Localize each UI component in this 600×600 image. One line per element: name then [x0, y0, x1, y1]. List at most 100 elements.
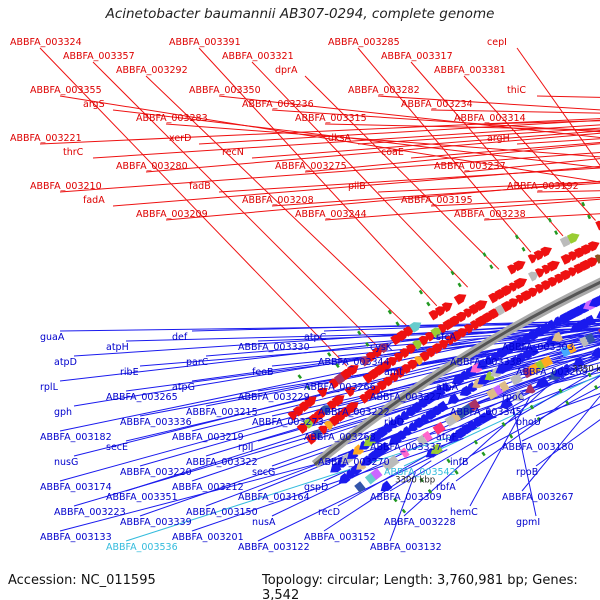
forward-gene-label: ABBFA_003283: [136, 113, 208, 124]
forward-gene-label: ABBFA_003236: [242, 99, 314, 110]
gc-skew-mark: [514, 234, 519, 240]
gc-skew-mark: [489, 264, 494, 270]
reverse-gene: [423, 408, 437, 420]
forward-gene-label: recN: [222, 147, 244, 158]
label-line: [218, 167, 600, 193]
reverse-gene-label: guaA: [40, 332, 65, 343]
label-line: [389, 366, 600, 442]
reverse-gene: [470, 362, 483, 373]
reverse-gene: [347, 448, 359, 459]
topology-label: Topology: circular; Length: 3,760,981 bp…: [262, 573, 578, 600]
reverse-gene: [407, 421, 418, 432]
forward-gene: [456, 311, 468, 323]
label-line: [191, 437, 464, 532]
label-line: [512, 406, 537, 517]
label-line: [39, 118, 600, 145]
reverse-gene: [588, 296, 600, 308]
gc-skew-mark: [581, 201, 586, 207]
forward-gene: [370, 468, 383, 480]
forward-gene: [428, 310, 441, 321]
reverse-gene-label: gspD: [304, 482, 328, 493]
reverse-gene: [381, 422, 393, 433]
forward-gene: [463, 324, 475, 334]
label-line: [324, 198, 600, 221]
label-line: [377, 181, 600, 193]
forward-gene-label: ABBFA_003321: [222, 51, 294, 62]
gc-skew-mark: [387, 309, 392, 315]
forward-gene-labels: ABBFA_003324ABBFA_003357ABBFA_003292ABBF…: [10, 37, 579, 220]
gc-skew-mark: [418, 289, 423, 295]
reverse-gene: [476, 358, 489, 369]
reverse-gene-label: rpoB: [516, 467, 538, 478]
label-line: [535, 419, 600, 467]
label-line: [125, 328, 600, 342]
forward-gene: [313, 409, 327, 421]
reverse-gene: [377, 441, 391, 454]
reverse-gene-label: nusG: [54, 457, 78, 468]
reverse-gene-label: ABBFA_003536: [106, 542, 178, 553]
gc-skew-mark: [401, 508, 407, 514]
reverse-gene: [465, 420, 478, 431]
gc-skew-mark: [457, 282, 462, 288]
label-line: [323, 319, 600, 332]
forward-gene-label: fadB: [189, 181, 211, 192]
reverse-gene: [349, 463, 363, 475]
forward-gene-label: ABBFA_003381: [434, 65, 506, 76]
reverse-gene: [447, 393, 460, 404]
reverse-gene-label: ABBFA_003309: [370, 492, 442, 503]
forward-gene-label: ABBFA_003280: [116, 161, 188, 172]
gc-skew-mark: [327, 352, 332, 357]
forward-gene-label: ABBFA_003234: [401, 99, 473, 110]
forward-gene: [409, 322, 422, 333]
forward-gene: [287, 411, 298, 421]
forward-gene-label: ABBFA_003282: [348, 85, 420, 96]
label-line: [165, 180, 600, 221]
reverse-gene-label: ABBFA_003220: [120, 467, 192, 478]
forward-gene: [382, 459, 394, 472]
reverse-gene: [363, 435, 376, 447]
reverse-gene: [340, 452, 354, 465]
reverse-gene-label: rbfA: [436, 482, 456, 493]
reverse-gene: [401, 426, 413, 436]
forward-gene: [407, 359, 419, 370]
forward-gene: [434, 306, 447, 317]
forward-gene: [594, 254, 600, 264]
forward-gene: [453, 294, 467, 305]
gc-skew-mark: [558, 388, 563, 394]
reverse-gene-label: secE: [106, 442, 128, 453]
reverse-gene-label: ABBFA_003174: [40, 482, 112, 493]
gc-skew-mark: [446, 458, 451, 464]
forward-gene-label: ABBFA_003221: [10, 133, 82, 144]
reverse-gene-label: cysK: [370, 342, 393, 353]
reverse-gene: [483, 409, 494, 419]
reverse-gene: [410, 401, 423, 413]
reverse-gene-label: ABBFA_003344: [318, 357, 390, 368]
reverse-gene: [356, 460, 367, 470]
forward-gene: [587, 241, 600, 252]
reverse-gene-label: sfcA: [436, 332, 457, 343]
reverse-gene: [434, 385, 446, 396]
forward-gene: [547, 277, 559, 287]
forward-gene: [513, 278, 528, 290]
reverse-gene-label: ABBFA_003180: [502, 442, 574, 453]
forward-gene: [441, 302, 453, 313]
forward-gene: [364, 389, 377, 400]
forward-gene: [513, 260, 526, 272]
forward-gene-label: ABBFA_003238: [454, 209, 526, 220]
reverse-gene-label: ABBFA_003132: [370, 542, 442, 553]
forward-gene: [399, 447, 410, 459]
forward-gene: [331, 395, 345, 407]
reverse-gene: [459, 423, 472, 435]
reverse-gene: [596, 310, 600, 319]
label-line: [251, 130, 600, 159]
forward-gene: [585, 332, 596, 345]
reverse-gene: [526, 345, 540, 356]
forward-gene: [346, 402, 359, 414]
reverse-gene-label: ABBFA_003201: [172, 532, 244, 543]
forward-gene: [509, 372, 523, 386]
forward-gene: [493, 384, 504, 396]
forward-gene: [566, 342, 577, 354]
forward-gene: [304, 396, 317, 408]
reverse-gene: [330, 462, 342, 473]
